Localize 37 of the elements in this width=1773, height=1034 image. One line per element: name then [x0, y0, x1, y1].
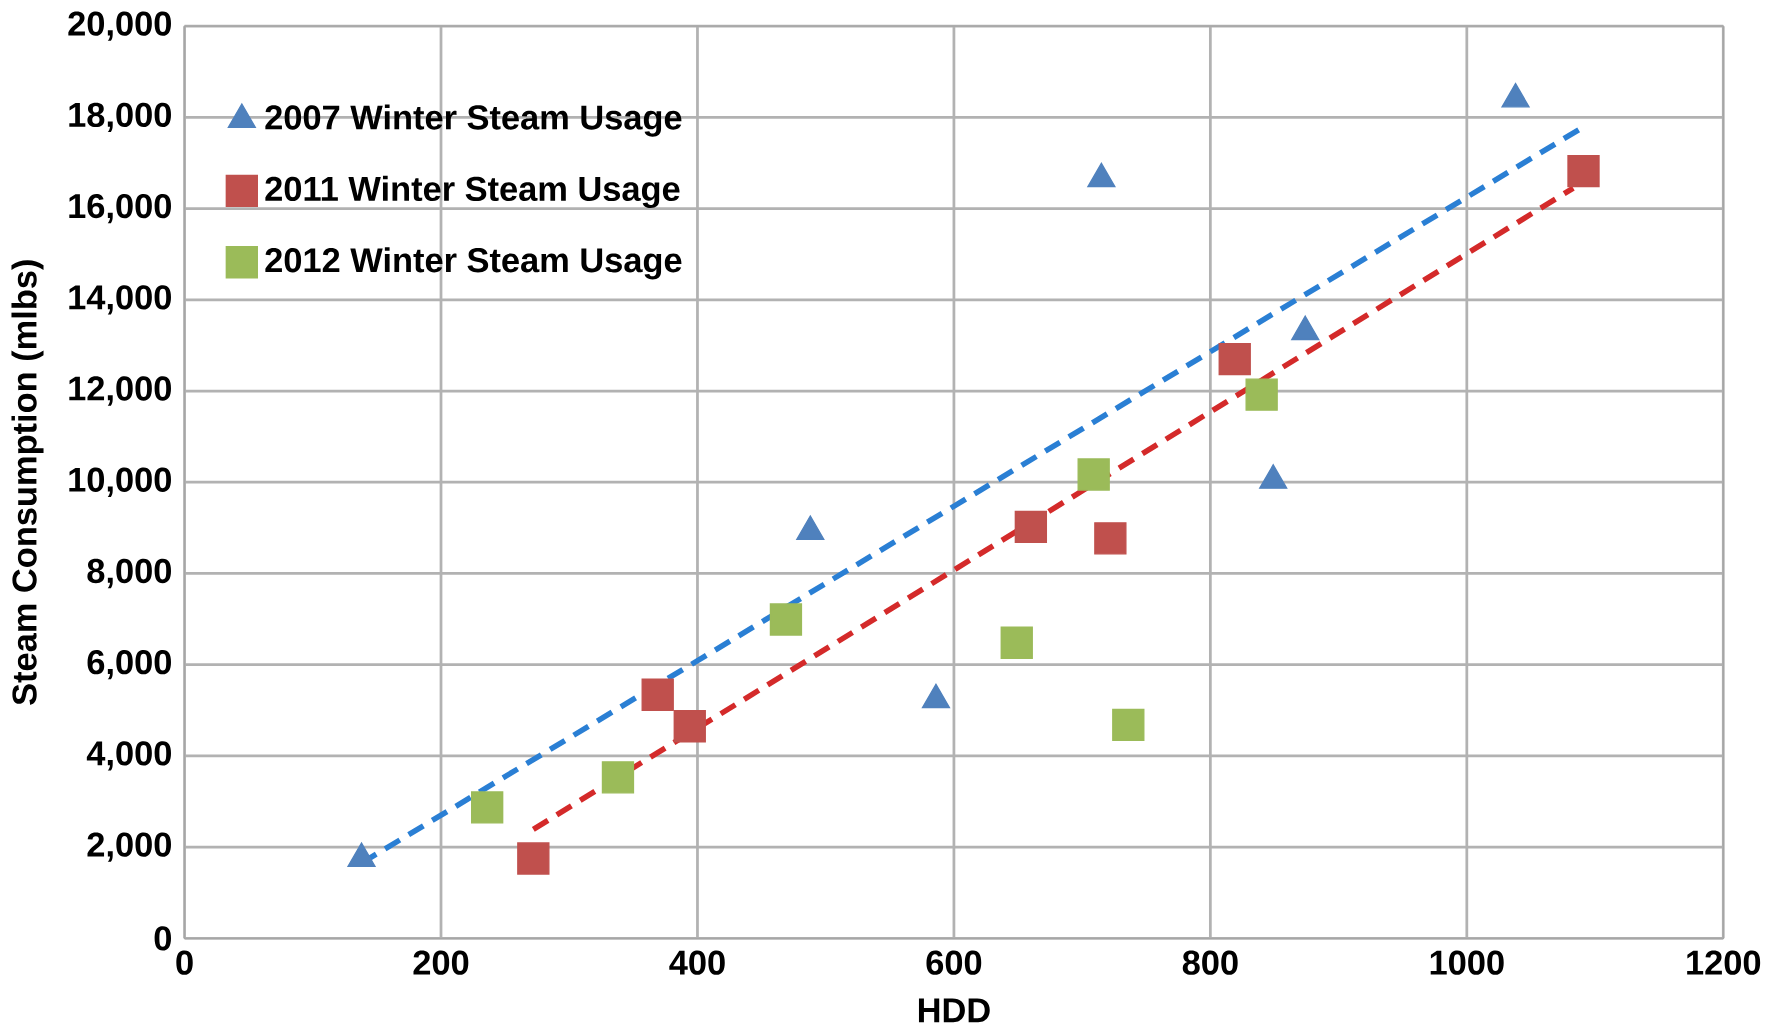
point — [1094, 522, 1127, 555]
point — [769, 603, 803, 636]
y-axis-title: Steam Consumption (mlbs) — [11, 260, 44, 706]
point — [470, 791, 504, 824]
y-tick-label: 14,000 — [69, 285, 171, 315]
point — [1077, 458, 1110, 491]
y-tick-label: 12,000 — [69, 376, 171, 406]
point — [1014, 510, 1048, 544]
point — [601, 761, 635, 794]
point — [1000, 626, 1033, 660]
y-tick-label: 20,000 — [68, 11, 171, 42]
y-tick-label: 8,000 — [87, 558, 171, 589]
y-tick-label: 2,000 — [87, 832, 171, 862]
point — [1245, 378, 1278, 412]
y-tick-label: 6,000 — [87, 650, 171, 680]
x-tick-label: 600 — [926, 950, 982, 976]
x-tick-label: 0 — [176, 950, 193, 976]
point — [673, 710, 706, 743]
x-tick-label: 1000 — [1430, 950, 1504, 976]
y-tick-label: 18,000 — [69, 102, 171, 133]
legend-label: 2012 Winter Steam Usage — [265, 247, 682, 280]
x-tick-label: 400 — [669, 950, 725, 976]
x-tick-label: 200 — [413, 950, 469, 976]
point — [517, 842, 550, 875]
y-tick-label: 10,000 — [69, 467, 171, 498]
y-tick-label: 16,000 — [69, 194, 171, 224]
point — [1567, 155, 1600, 188]
legend-label: 2011 Winter Steam Usage — [265, 176, 680, 209]
point — [1112, 708, 1145, 742]
point — [641, 678, 674, 712]
y-tick-label: 0 — [154, 926, 172, 951]
x-tick-label: 1200 — [1687, 950, 1761, 976]
legend-label: 2007 Winter Steam Usage — [265, 104, 682, 137]
point — [1218, 343, 1251, 376]
x-tick-label: 800 — [1182, 950, 1238, 976]
x-axis-title: HDD — [918, 998, 990, 1023]
y-tick-label: 4,000 — [86, 741, 171, 771]
